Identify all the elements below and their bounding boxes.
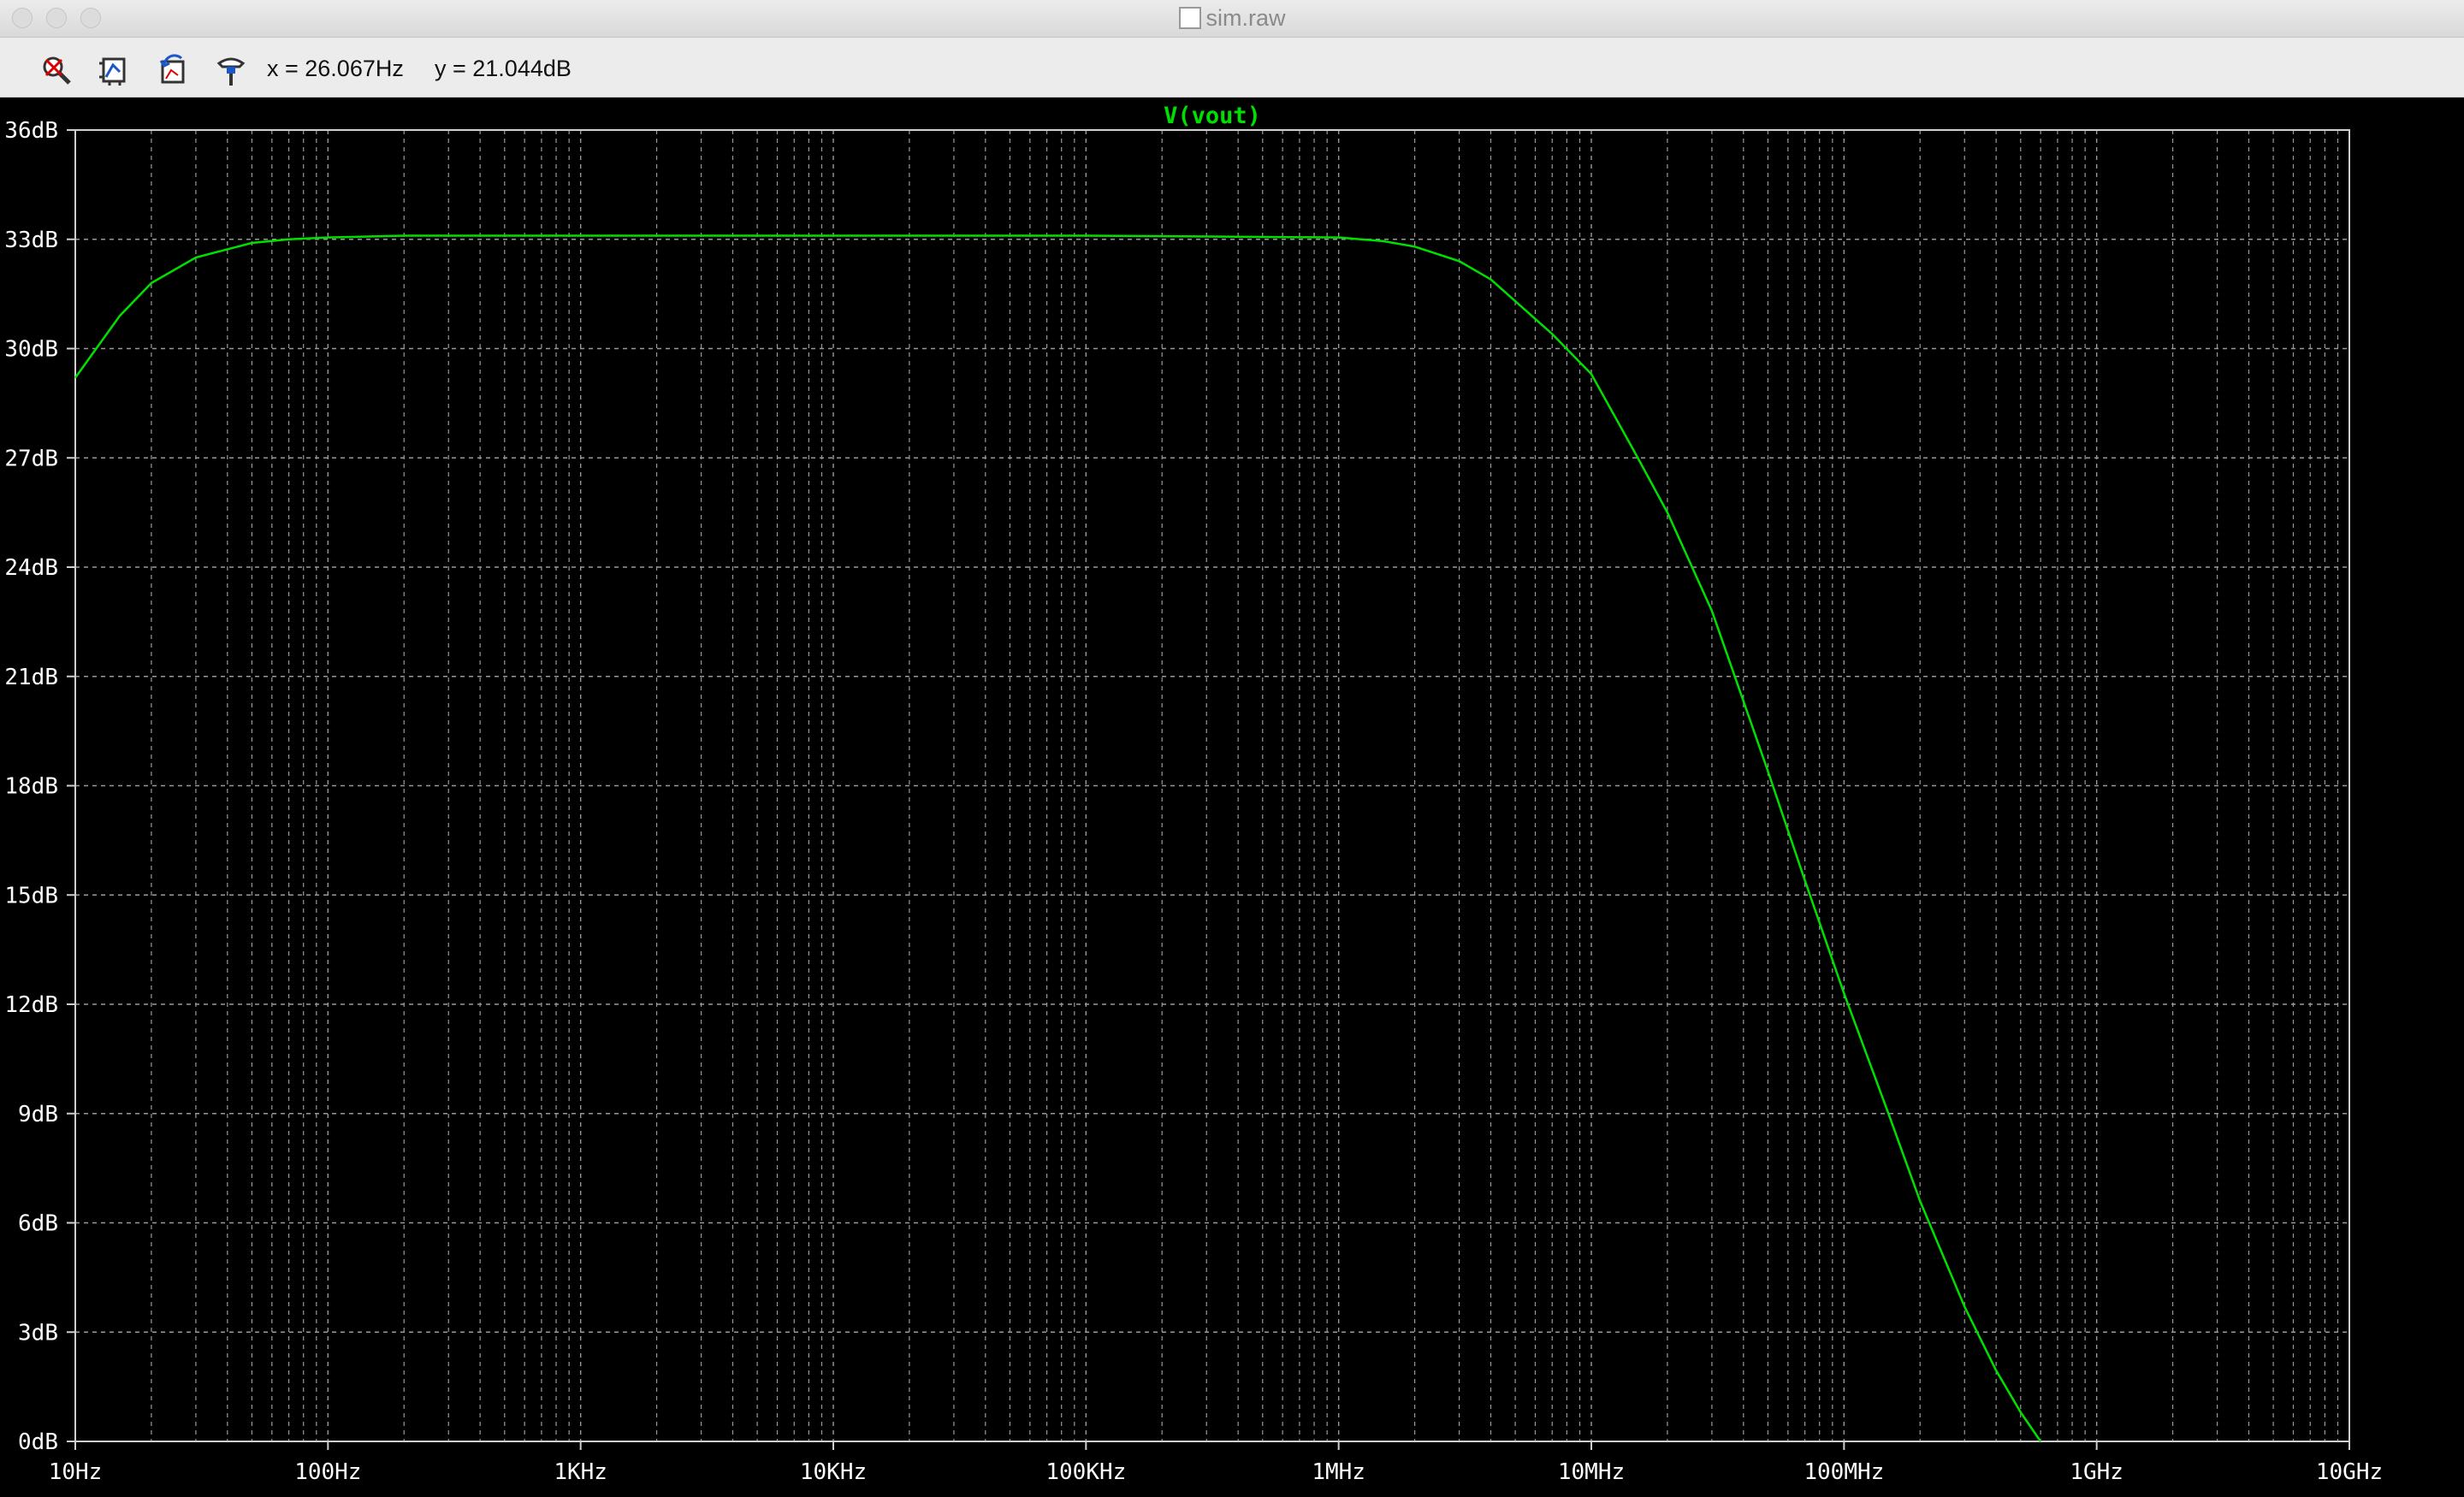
x-tick-label: 100KHz	[1045, 1459, 1126, 1485]
y-tick-label: 12dB	[4, 992, 58, 1018]
y-tick-label: 6dB	[18, 1211, 58, 1237]
y-tick-label: 0dB	[18, 1429, 58, 1455]
x-tick-label: 10Hz	[49, 1459, 103, 1485]
waveform-plot-pane[interactable]: 0dB 3dB 6dB 9dB 12dB 15dB 18dB 21dB 24dB 27dB 30dB…	[0, 98, 2464, 1494]
y-tick-label: 24dB	[4, 555, 58, 581]
x-tick-label: 100MHz	[1804, 1459, 1884, 1485]
waveform-chart[interactable]: 0dB 3dB 6dB 9dB 12dB 15dB 18dB 21dB 24dB 27dB 30dB…	[0, 98, 2464, 1494]
y-tick-label: 27dB	[4, 446, 58, 471]
grid-lines	[74, 129, 2350, 1442]
probe-icon[interactable]	[214, 53, 248, 87]
cursor-x-readout: x = 26.067Hz	[267, 56, 404, 81]
cursor-y-readout: y = 21.044dB	[435, 56, 572, 81]
y-tick-label: 30dB	[4, 337, 58, 363]
y-tick-label: 15dB	[4, 883, 58, 908]
zoom-window-button[interactable]	[80, 8, 101, 28]
window-title: sim.raw	[0, 5, 2464, 32]
x-tick-label: 10KHz	[800, 1459, 867, 1485]
autorange-icon[interactable]	[98, 53, 132, 87]
x-axis-ticks: 10Hz 100Hz 1KHz 10KHz 100KHz 1MHz 10MHz 100MHz 1…	[49, 1441, 2383, 1485]
x-tick-label: 10GHz	[2316, 1459, 2383, 1485]
x-tick-label: 10MHz	[1558, 1459, 1625, 1485]
x-tick-label: 1GHz	[2070, 1459, 2123, 1485]
y-tick-label: 3dB	[18, 1320, 58, 1346]
y-tick-label: 21dB	[4, 665, 58, 690]
y-tick-label: 33dB	[4, 228, 58, 253]
x-tick-label: 1KHz	[554, 1459, 607, 1485]
trace-v-vout[interactable]	[74, 234, 2042, 1442]
y-axis-ticks: 0dB 3dB 6dB 9dB 12dB 15dB 18dB 21dB 24dB 27dB 30dB…	[4, 118, 75, 1455]
chart-title: V(vout)	[1164, 103, 1261, 129]
toolbar: x = 26.067Hz y = 21.044dB	[0, 38, 2464, 98]
x-tick-label: 100Hz	[294, 1459, 361, 1485]
zoom-cancel-icon[interactable]	[39, 53, 74, 87]
window-title-text: sim.raw	[1205, 5, 1286, 31]
plot-frame	[74, 129, 2350, 1442]
window-titlebar: sim.raw	[0, 0, 2464, 38]
y-tick-label: 18dB	[4, 774, 58, 800]
undo-zoom-icon[interactable]	[156, 53, 190, 87]
close-window-button[interactable]	[12, 8, 33, 28]
minimize-window-button[interactable]	[46, 8, 67, 28]
waveform-document-icon	[1178, 7, 1201, 29]
x-tick-label: 1MHz	[1312, 1459, 1365, 1485]
y-tick-label: 36dB	[4, 118, 58, 144]
y-tick-label: 9dB	[18, 1102, 58, 1127]
